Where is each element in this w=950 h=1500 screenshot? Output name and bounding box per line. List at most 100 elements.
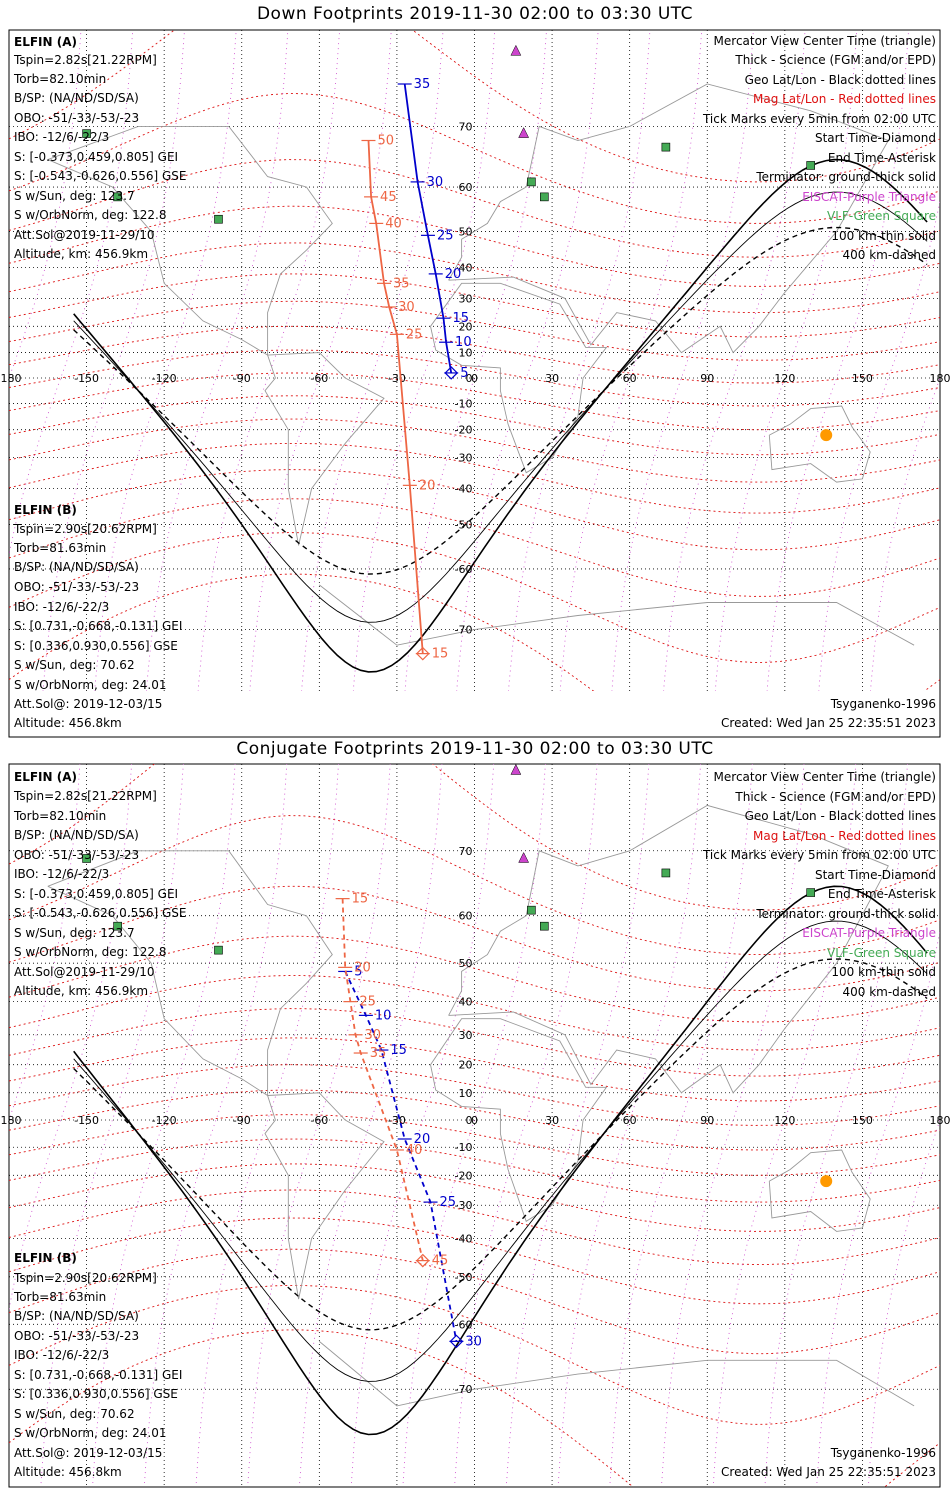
coastline	[319, 584, 915, 646]
elfin-b-info: Tspin=2.90s[20.62RPM]	[13, 522, 157, 536]
mag-latitude-line	[9, 395, 940, 456]
vlf-station-square	[113, 921, 122, 931]
mag-latitude-line	[9, 935, 940, 1023]
panel-title-conjugate: Conjugate Footprints 2019-11-30 02:00 to…	[236, 739, 714, 759]
created-label: Created: Wed Jan 25 22:35:51 2023	[721, 1465, 936, 1479]
mag-latitude-line	[9, 242, 940, 314]
elfin-a-info: Torb=82.10min	[13, 72, 106, 86]
elfin-a-info: S: [-0.543,-0.626,0.556] GSE	[14, 169, 187, 183]
x-tick-label: 120	[774, 1114, 795, 1127]
elfin-a-info: IBO: -12/6/-22/3	[14, 867, 109, 881]
mag-latitude-line	[9, 1089, 940, 1151]
elfin-a-info: Altitude, km: 456.9km	[14, 247, 148, 261]
vlf-station-square	[113, 192, 122, 202]
model-label: Tsyganenko-1996	[830, 697, 936, 711]
y-tick-label: 70	[459, 120, 473, 133]
y-tick-label: 30	[459, 1029, 473, 1042]
x-tick-label: 120	[774, 372, 795, 385]
mag-latitude-line	[9, 273, 940, 338]
vlf-station-square	[82, 854, 91, 863]
elfin-a-title: ELFIN (A)	[14, 770, 77, 784]
vlf-station-square	[527, 905, 536, 915]
vlf-station-square	[806, 888, 815, 897]
y-tick-label: 50	[459, 225, 473, 238]
vlf-station-square	[527, 177, 536, 187]
footprint-track	[344, 971, 458, 1342]
x-tick-label: -60	[310, 372, 328, 385]
legend-line: End Time-Asterisk	[828, 151, 936, 165]
x-tick-label: -60	[310, 1114, 328, 1127]
coastline	[264, 352, 385, 546]
coastline	[448, 804, 889, 1094]
mag-latitude-line	[9, 159, 940, 258]
elfin-a-info: B/SP: (NA/ND/SD/SA)	[14, 828, 139, 842]
x-tick-label: -90	[233, 1114, 251, 1127]
y-tick-label: 20	[459, 1059, 473, 1072]
x-tick-label: 180	[930, 1114, 950, 1127]
x-tick-label: 0	[471, 1114, 478, 1127]
mag-latitude-line	[9, 442, 940, 514]
elfin-a-info: S: [-0.373,0.459,0.805] GEI	[14, 150, 178, 164]
footprint-minute-label: 20	[419, 478, 436, 493]
y-tick-label: 40	[459, 996, 473, 1009]
mag-latitude-line	[9, 30, 940, 183]
elfin-a-info: S: [-0.543,-0.626,0.556] GSE	[14, 906, 187, 920]
legend-line: Geo Lat/Lon - Black dotted lines	[745, 73, 936, 87]
y-tick-label: -10	[455, 1141, 473, 1154]
eiscat-triangle	[518, 127, 530, 138]
footprint-minute-label: 25	[359, 995, 376, 1010]
x-tick-label: 0	[471, 372, 478, 385]
footprint-minute-label: 40	[406, 1143, 423, 1158]
coastline	[768, 405, 871, 483]
elfin-a-info: S w/OrbNorm, deg: 122.8	[14, 208, 166, 222]
mag-latitude-line	[9, 205, 940, 287]
y-tick-label: -20	[455, 1169, 473, 1182]
mag-latitude-line	[9, 532, 940, 663]
eiscat-triangle	[510, 763, 522, 775]
terminator-line	[73, 958, 928, 1331]
elfin-a-info: S w/Sun, deg: 123.7	[14, 189, 135, 203]
coastline	[768, 1149, 871, 1232]
x-tick-label: 180	[930, 372, 950, 385]
x-tick-label: -180	[0, 372, 21, 385]
x-tick-label: -90	[233, 372, 251, 385]
x-tick-label: -30	[388, 372, 406, 385]
elfin-b-info: Att.Sol@: 2019-12-03/15	[14, 1446, 162, 1460]
legend-line: Mercator View Center Time (triangle)	[714, 34, 936, 48]
elfin-b-info: Torb=81.63min	[13, 1290, 106, 1304]
legend-line: Tick Marks every 5min from 02:00 UTC	[702, 848, 936, 862]
start-diamond	[444, 366, 459, 380]
vlf-station-square	[214, 945, 223, 955]
legend-line: Geo Lat/Lon - Black dotted lines	[745, 809, 936, 823]
elfin-a-info: Att.Sol@2019-11-29/10	[14, 228, 155, 242]
vlf-station-square	[661, 868, 671, 878]
legend-line: 100 km-thin solid	[831, 965, 936, 979]
x-tick-label: 30	[545, 372, 559, 385]
mag-latitude-line	[9, 300, 940, 361]
start-diamond	[449, 1334, 464, 1349]
footprint-minute-label: 15	[432, 647, 449, 662]
footprint-minute-label: 30	[398, 300, 415, 315]
coastline	[448, 83, 889, 354]
footprint-track	[367, 140, 424, 654]
elfin-a-info: S w/Sun, deg: 123.7	[14, 926, 135, 940]
mag-latitude-line	[9, 1163, 940, 1232]
vlf-station-square	[214, 214, 223, 224]
terminator-line	[73, 158, 928, 673]
footprint-minute-label: 30	[427, 175, 444, 190]
legend-line: Mag Lat/Lon - Red dotted lines	[753, 829, 936, 843]
elfin-a-info: Tspin=2.82s[21.22RPM]	[13, 53, 157, 67]
elfin-b-info: IBO: -12/6/-22/3	[14, 600, 109, 614]
terminator-line	[73, 920, 928, 1382]
mag-latitude-line	[9, 1037, 940, 1102]
y-tick-label: -60	[455, 563, 473, 576]
elfin-b-info: Att.Sol@: 2019-12-03/15	[14, 697, 162, 711]
x-tick-label: 60	[623, 372, 637, 385]
elfin-b-info: S: [0.731,-0.668,-0.131] GEI	[14, 1368, 182, 1382]
y-tick-label: 60	[459, 181, 473, 194]
mag-latitude-line	[9, 1138, 940, 1203]
elfin-b-info: Tspin=2.90s[20.62RPM]	[13, 1271, 157, 1285]
start-diamond	[415, 646, 430, 661]
y-tick-label: 60	[459, 910, 473, 923]
y-tick-label: 10	[459, 347, 473, 360]
